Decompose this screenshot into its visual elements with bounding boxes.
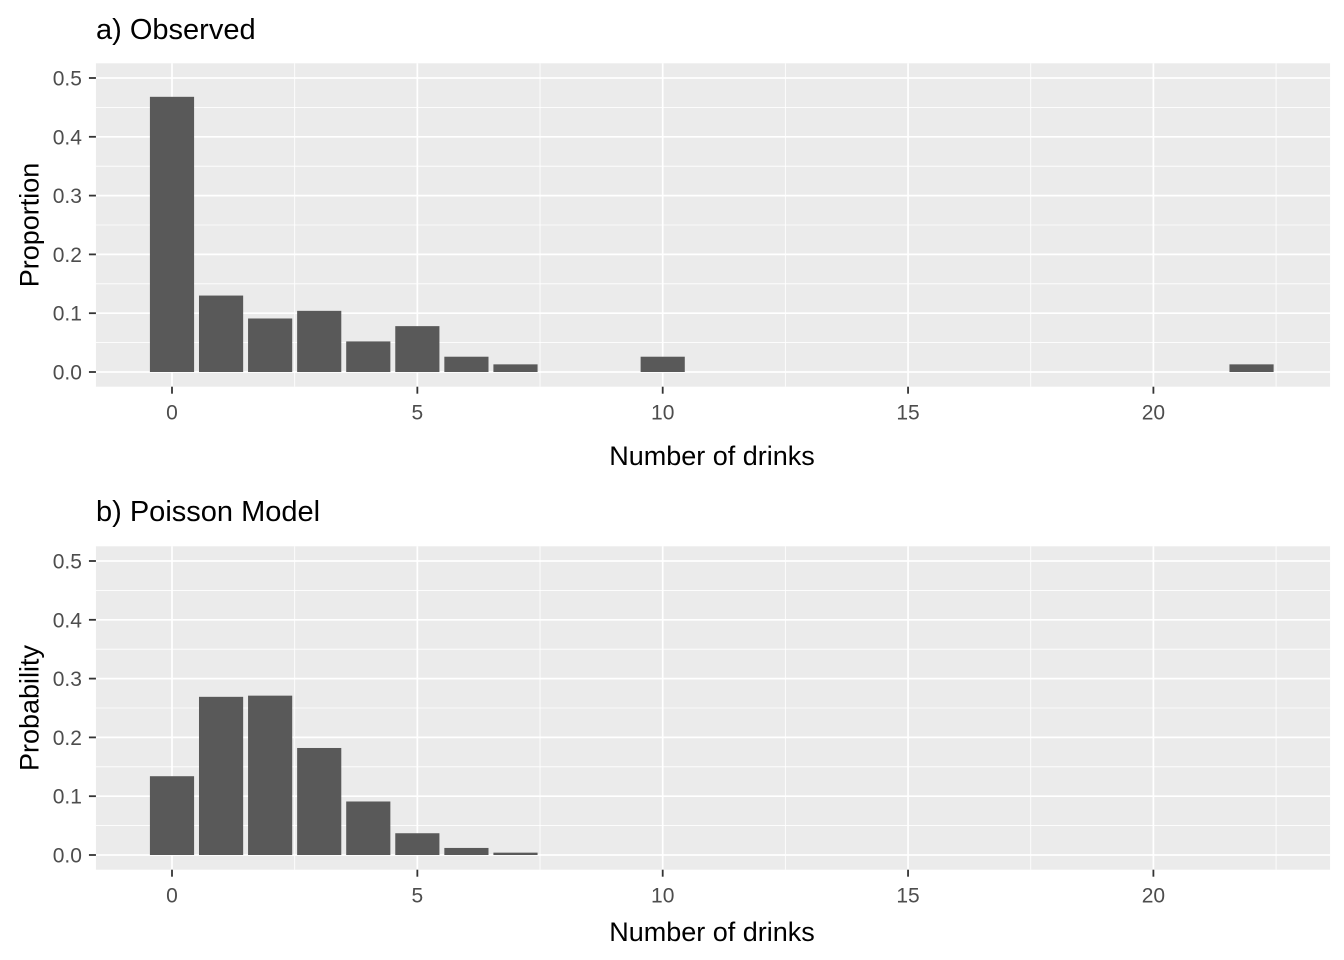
chart-b-y-axis-title: Probability [14, 644, 45, 772]
bar [248, 318, 293, 372]
bar [297, 747, 342, 855]
bar [1229, 364, 1274, 372]
bar [444, 847, 489, 855]
y-tick-label: 0.5 [53, 68, 82, 91]
bar [493, 364, 538, 372]
x-tick-label: 5 [412, 885, 424, 908]
x-tick-label: 20 [1142, 885, 1165, 908]
y-tick-label: 0.2 [53, 244, 82, 267]
chart-a-canvas: 0 5 10 15 20 0.0 0.1 0.2 0.3 0.4 0.5 [53, 63, 1331, 425]
x-tick-label: 0 [166, 885, 178, 908]
x-tick-label: 20 [1142, 402, 1165, 425]
bar [149, 776, 195, 855]
y-tick-label: 0.2 [53, 727, 82, 750]
chart-b-title: b) Poisson Model [96, 496, 321, 528]
bar [297, 310, 342, 372]
bar [444, 356, 489, 372]
x-tick-label: 0 [166, 402, 178, 425]
y-tick-label: 0.5 [53, 551, 82, 574]
x-tick-label: 15 [896, 402, 919, 425]
bar [198, 696, 244, 855]
y-tick-label: 0.0 [53, 362, 82, 385]
bar [198, 295, 244, 372]
bar [395, 833, 440, 855]
bar [149, 96, 195, 372]
y-tick-label: 0.4 [53, 609, 83, 632]
bar [640, 356, 685, 372]
chart-a-title: a) Observed [96, 14, 256, 46]
bar [346, 801, 391, 855]
bar [248, 695, 293, 855]
chart-a-x-axis-title: Number of drinks [609, 441, 815, 471]
chart-b-x-axis-title: Number of drinks [609, 917, 815, 947]
bar [346, 341, 391, 372]
chart-a-y-axis-title: Proportion [14, 162, 45, 288]
chart-b-canvas: 0 5 10 15 20 0.0 0.1 0.2 0.3 0.4 0.5 [53, 546, 1331, 908]
bar [395, 326, 440, 372]
x-tick-label: 15 [896, 885, 919, 908]
y-tick-label: 0.1 [53, 786, 82, 809]
x-tick-label: 10 [651, 885, 674, 908]
y-tick-label: 0.0 [53, 845, 82, 868]
y-tick-label: 0.3 [53, 185, 82, 208]
bar [493, 852, 538, 855]
y-tick-label: 0.3 [53, 668, 82, 691]
y-tick-label: 0.4 [53, 126, 83, 149]
x-tick-label: 10 [651, 402, 674, 425]
x-tick-label: 5 [412, 402, 424, 425]
y-tick-label: 0.1 [53, 303, 82, 326]
